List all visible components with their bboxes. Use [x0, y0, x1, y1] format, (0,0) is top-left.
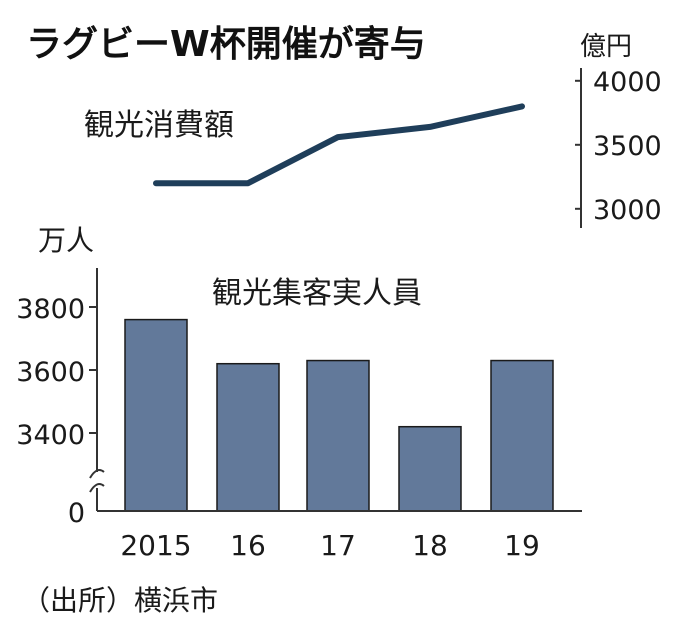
bar-unit-label: 万人: [38, 224, 94, 257]
axis-break-mark: [89, 469, 105, 479]
line-tick-label: 3500: [593, 131, 662, 162]
bar: [490, 359, 554, 512]
axis-break-mark: [89, 483, 105, 493]
x-tick-label: 2015: [120, 529, 191, 562]
line-unit-label: 億円: [580, 32, 632, 62]
x-tick-label: 16: [230, 529, 266, 562]
bar: [124, 318, 188, 512]
bars: [124, 318, 554, 512]
x-tick-label: 19: [504, 529, 540, 562]
bar-series-label: 観光集客実人員: [212, 276, 422, 311]
bar-axes: [89, 268, 582, 512]
line-series: [153, 103, 525, 187]
x-axis-labels: 2015 16 17 18 19: [120, 529, 539, 562]
bar-tick-label: 3400: [16, 420, 85, 451]
x-tick-label: 18: [412, 529, 448, 562]
line-chart: 億円 観光消費額 3000 3500 4000: [84, 32, 662, 228]
line-tick-label: 3000: [593, 195, 662, 226]
bar-ticks: 3400 3600 3800 0: [16, 294, 97, 529]
bar-zero-label: 0: [68, 498, 85, 529]
bar-tick-label: 3600: [16, 357, 85, 388]
bar: [306, 359, 370, 512]
source-note: （出所）横浜市: [22, 584, 218, 617]
chart-title: ラグビーW杯開催が寄与: [26, 24, 426, 65]
line-tick-label: 4000: [593, 67, 662, 98]
bar: [216, 362, 280, 512]
bar: [398, 425, 462, 512]
line-ticks: 3000 3500 4000: [575, 67, 662, 226]
bar-chart: 万人 観光集客実人員 3400 3600 3800 0 2015 16 17 18 19: [16, 224, 582, 562]
x-tick-label: 17: [320, 529, 356, 562]
bar-tick-label: 3800: [16, 294, 85, 325]
line-series-label: 観光消費額: [84, 108, 234, 143]
